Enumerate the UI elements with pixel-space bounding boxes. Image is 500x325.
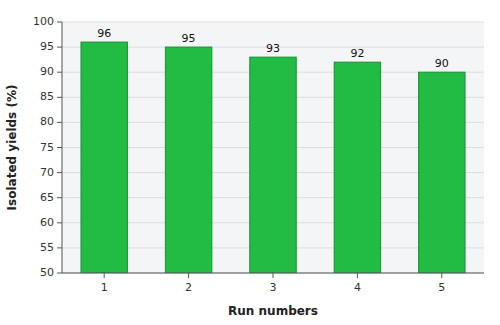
x-tick: [441, 273, 442, 278]
y-tick: [57, 97, 62, 98]
x-tick: [357, 273, 358, 278]
y-tick: [57, 197, 62, 198]
y-tick: [57, 147, 62, 148]
y-tick-label: 50: [40, 266, 54, 279]
x-tick-label: 4: [354, 281, 361, 294]
data-label: 93: [266, 42, 280, 55]
data-label: 90: [435, 57, 449, 70]
bar: [165, 47, 211, 273]
x-tick-label: 2: [185, 281, 192, 294]
bar: [81, 42, 127, 273]
y-tick-label: 65: [40, 191, 54, 204]
bar: [334, 62, 380, 273]
chart-svg: 50 55 60 65 70 75 80 85 90 95 100 96 95 93 92 90 1 2 3 4 5 Ru…: [0, 0, 500, 325]
y-tick: [57, 247, 62, 248]
y-tick-label: 100: [33, 15, 54, 28]
bar: [419, 72, 465, 273]
y-tick-label: 85: [40, 90, 54, 103]
x-axis: 1 2 3 4 5: [101, 273, 446, 294]
data-label: 95: [182, 32, 196, 45]
data-label: 96: [97, 27, 111, 40]
x-axis-line: [62, 273, 484, 274]
y-tick: [57, 273, 62, 274]
y-tick-label: 90: [40, 65, 54, 78]
grid: [62, 22, 484, 273]
x-tick: [104, 273, 105, 278]
x-tick: [188, 273, 189, 278]
y-tick: [57, 122, 62, 123]
y-tick-label: 55: [40, 241, 54, 254]
x-tick-label: 1: [101, 281, 108, 294]
y-tick: [57, 72, 62, 73]
y-axis-label: Isolated yields (%): [5, 85, 19, 211]
y-tick-label: 95: [40, 40, 54, 53]
x-axis-label: Run numbers: [228, 304, 318, 318]
grid-line: [62, 273, 484, 274]
y-tick-label: 75: [40, 141, 54, 154]
bar: [250, 57, 296, 273]
bars: [81, 42, 465, 273]
y-tick: [57, 22, 62, 23]
y-tick: [57, 47, 62, 48]
y-tick-label: 60: [40, 216, 54, 229]
y-axis: 50 55 60 65 70 75 80 85 90 95 100: [33, 15, 62, 279]
y-tick-label: 70: [40, 166, 54, 179]
y-axis-line: [62, 22, 63, 273]
data-labels: 96 95 93 92 90: [97, 27, 449, 70]
plot-background: [62, 22, 484, 273]
x-tick: [273, 273, 274, 278]
data-label: 92: [350, 47, 364, 60]
x-tick-label: 5: [438, 281, 445, 294]
chart-container: 50 55 60 65 70 75 80 85 90 95 100 96 95 93 92 90 1 2 3 4 5 Ru…: [0, 0, 500, 325]
y-tick: [57, 172, 62, 173]
y-tick-label: 80: [40, 115, 54, 128]
x-tick-label: 3: [270, 281, 277, 294]
y-tick: [57, 222, 62, 223]
grid-line: [62, 22, 484, 23]
